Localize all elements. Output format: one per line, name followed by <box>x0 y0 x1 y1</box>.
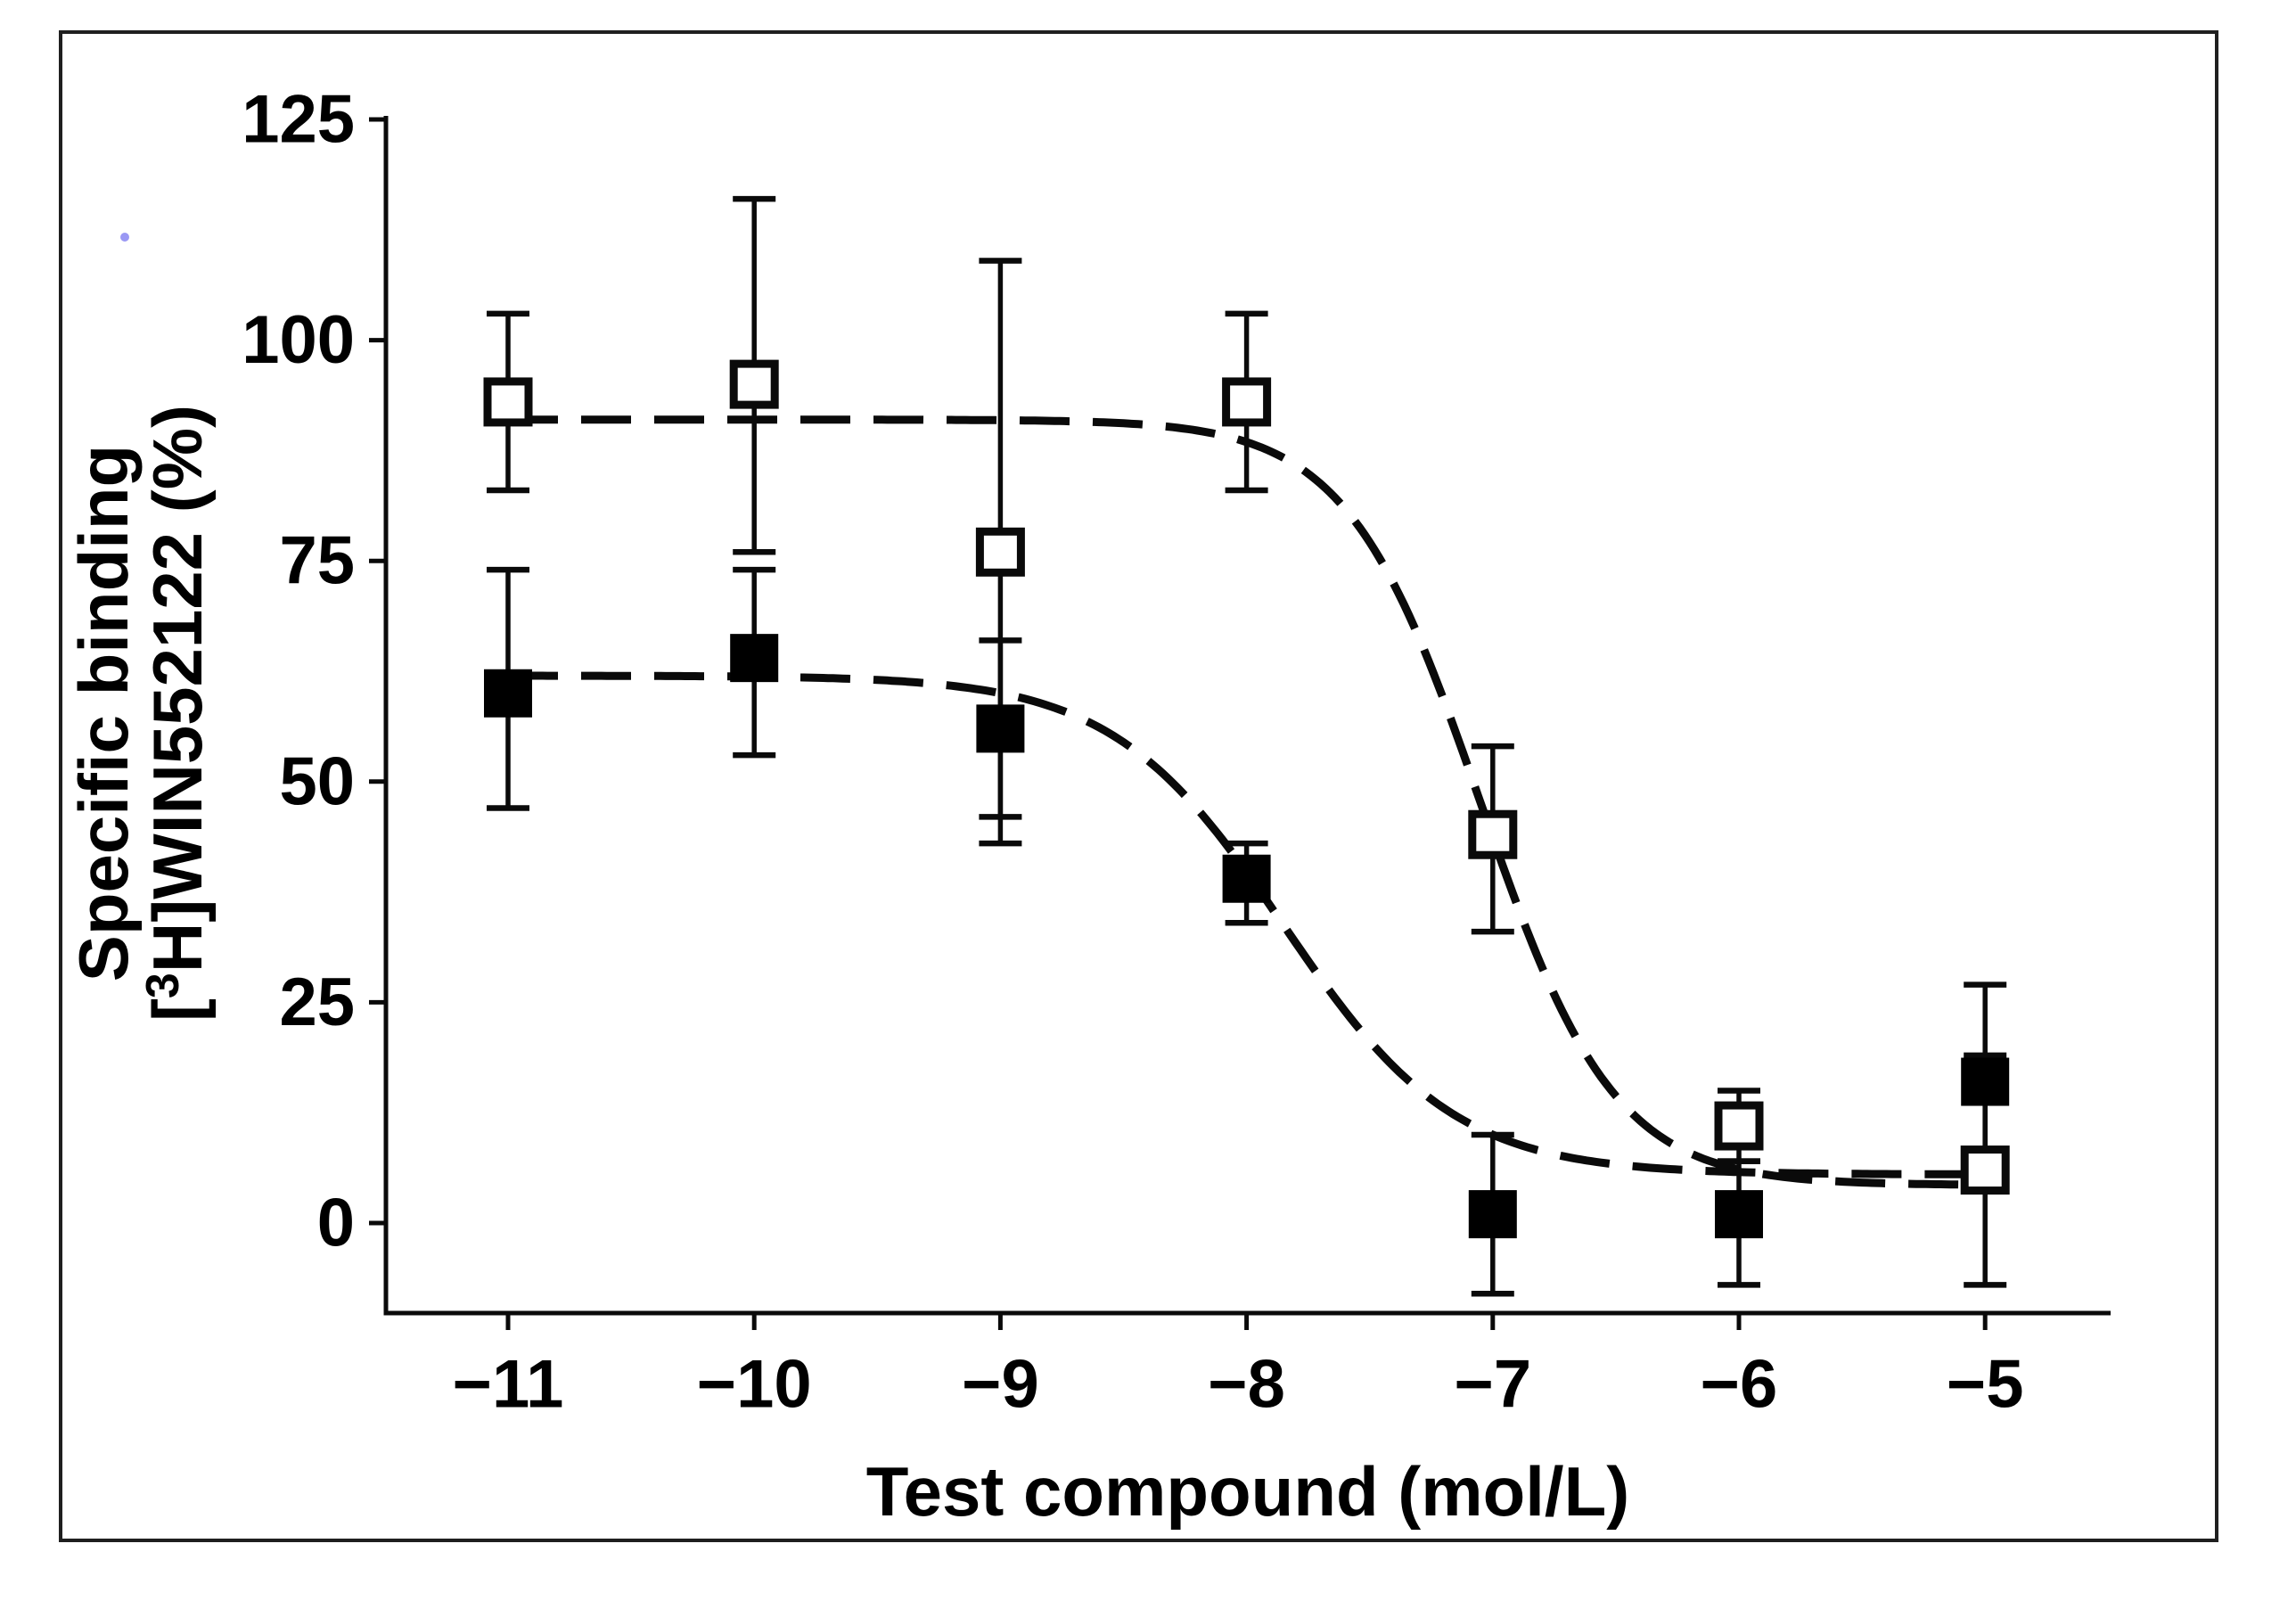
marker-open-square <box>483 377 533 427</box>
y-axis-title-superscript: 3 <box>137 973 189 998</box>
y-tick-label: 0 <box>317 1186 355 1261</box>
y-axis-title-rest: H]WIN552122 (%) <box>138 405 217 973</box>
markers-filled-square <box>484 634 2010 1239</box>
marker-open-square <box>1960 1145 2010 1195</box>
marker-filled-square <box>1468 1190 1517 1239</box>
x-tick-label: −11 <box>453 1347 564 1423</box>
markers-open-square <box>483 359 2010 1195</box>
axes-layer: 0 25 50 75 100 125 −11 −10 −9 −8 −7 −6 −5 <box>242 82 2111 1423</box>
marker-filled-square <box>730 634 779 683</box>
x-tick-label: −8 <box>1208 1347 1285 1423</box>
y-tick-label: 125 <box>242 82 355 158</box>
marker-filled-square <box>484 669 532 718</box>
marker-open-square <box>975 527 1025 577</box>
y-tick-label: 100 <box>242 302 355 378</box>
plot-layer <box>483 195 2010 1297</box>
artifact-dot <box>120 233 129 242</box>
marker-open-square <box>729 359 779 409</box>
x-axis-title: Test compound (mol/L) <box>866 1452 1629 1531</box>
x-tick-label: −6 <box>1701 1347 1778 1423</box>
figure-frame-border <box>59 30 2218 1542</box>
marker-filled-square <box>1961 1057 2010 1106</box>
y-axis-title-line2: [3H]WIN552122 (%) <box>137 405 217 1022</box>
marker-filled-square <box>976 704 1025 753</box>
x-tick-label: −10 <box>697 1347 812 1423</box>
marker-open-square <box>1468 809 1518 859</box>
marker-filled-square <box>1715 1190 1763 1239</box>
x-tick-label: −7 <box>1454 1347 1531 1423</box>
x-tick-label: −9 <box>962 1347 1039 1423</box>
y-tick-label: 50 <box>279 743 355 819</box>
x-tick-label: −5 <box>1947 1347 2024 1423</box>
y-tick-label: 75 <box>279 523 355 599</box>
y-axis-title-line1: Specific binding <box>64 445 143 981</box>
y-axis-title-bracket: [ <box>138 998 217 1022</box>
marker-filled-square <box>1222 854 1271 903</box>
marker-open-square <box>1714 1101 1764 1151</box>
y-tick-label: 25 <box>279 965 355 1040</box>
marker-open-square <box>1222 377 1272 427</box>
